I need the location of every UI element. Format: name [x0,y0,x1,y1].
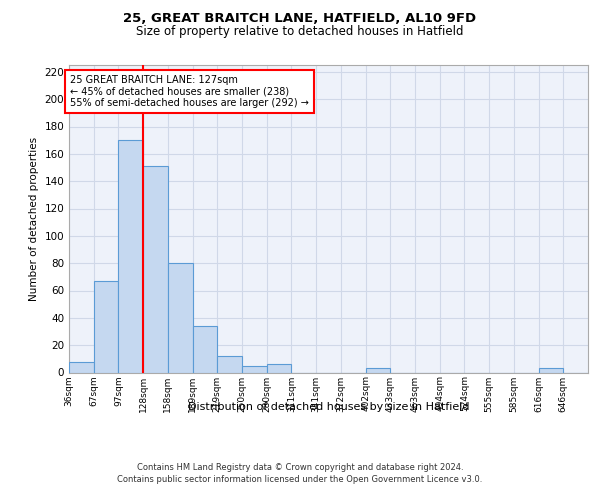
Bar [365,368,390,372]
Bar [69,362,94,372]
Bar [168,263,193,372]
Y-axis label: Number of detached properties: Number of detached properties [29,136,39,301]
Bar [242,366,267,372]
Bar [94,281,118,372]
Bar [193,326,217,372]
Bar [539,368,563,372]
Bar [217,356,242,372]
Bar [143,166,168,372]
Text: Contains HM Land Registry data © Crown copyright and database right 2024.: Contains HM Land Registry data © Crown c… [137,462,463,471]
Text: 25 GREAT BRAITCH LANE: 127sqm
← 45% of detached houses are smaller (238)
55% of : 25 GREAT BRAITCH LANE: 127sqm ← 45% of d… [70,74,308,108]
Bar [267,364,292,372]
Text: Distribution of detached houses by size in Hatfield: Distribution of detached houses by size … [188,402,470,412]
Text: Size of property relative to detached houses in Hatfield: Size of property relative to detached ho… [136,25,464,38]
Text: 25, GREAT BRAITCH LANE, HATFIELD, AL10 9FD: 25, GREAT BRAITCH LANE, HATFIELD, AL10 9… [124,12,476,26]
Bar [118,140,143,372]
Text: Contains public sector information licensed under the Open Government Licence v3: Contains public sector information licen… [118,475,482,484]
